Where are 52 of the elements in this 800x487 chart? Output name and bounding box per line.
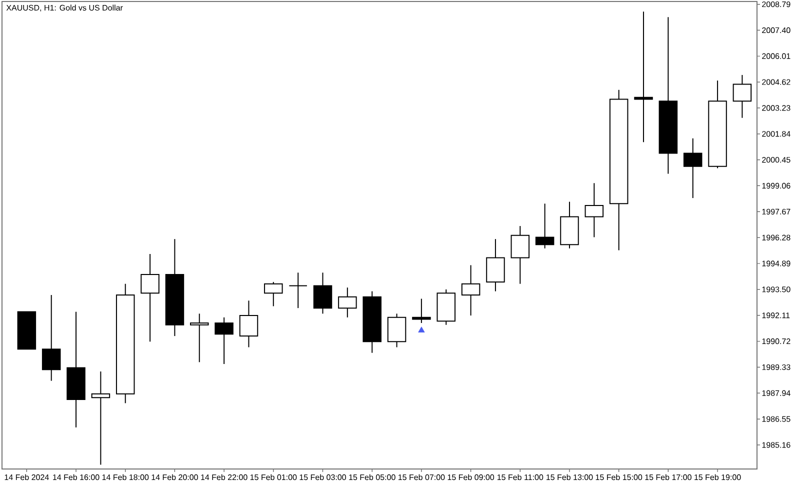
- x-tick-label: 14 Feb 22:00: [201, 474, 248, 480]
- candlestick: [683, 138, 702, 199]
- y-tick-label: 2006.01: [762, 53, 790, 59]
- x-tick-label: 15 Feb 17:00: [645, 474, 692, 480]
- y-tick-label: 1986.55: [762, 416, 790, 422]
- y-tick-label: 2000.45: [762, 156, 790, 163]
- chart-title: XAUUSD, H1: Gold vs US Dollar: [6, 4, 123, 12]
- x-tick-label: 15 Feb 05:00: [349, 474, 396, 480]
- y-tick-label: 2008.79: [762, 1, 790, 8]
- x-tick-label: 14 Feb 16:00: [53, 474, 100, 480]
- y-tick-label: 2004.62: [762, 79, 790, 85]
- candlestick: [264, 281, 283, 307]
- candlestick: [313, 272, 332, 314]
- x-tick-label: 15 Feb 09:00: [448, 474, 494, 480]
- candlestick: [91, 370, 110, 466]
- x-tick-label: 14 Feb 2024: [4, 474, 49, 480]
- candlestick: [42, 294, 61, 382]
- candlestick: [584, 182, 604, 238]
- x-tick-label: 15 Feb 03:00: [300, 474, 346, 480]
- candlestick: [732, 74, 752, 118]
- candlestick: [288, 272, 308, 309]
- x-tick-label: 15 Feb 13:00: [546, 474, 593, 480]
- y-tick-label: 1993.50: [762, 286, 790, 292]
- candlestick: [214, 316, 234, 365]
- y-tick-label: 1994.89: [762, 260, 790, 266]
- x-tick-label: 15 Feb 01:00: [250, 474, 297, 480]
- y-tick-label: 1985.16: [762, 442, 790, 448]
- candlestick: [461, 264, 480, 316]
- x-tick-label: 15 Feb 15:00: [596, 474, 642, 480]
- candlestick: [239, 300, 258, 348]
- x-tick-label: 15 Feb 11:00: [497, 474, 544, 480]
- candlestick: [412, 298, 431, 324]
- candlestick: [634, 11, 653, 143]
- x-tick-label: 14 Feb 18:00: [102, 474, 149, 480]
- candlestick: [140, 253, 160, 342]
- candlestick: [338, 287, 357, 318]
- x-tick-label: 15 Feb 19:00: [694, 474, 741, 480]
- y-tick-label: 2001.84: [762, 131, 790, 137]
- y-tick-label: 2003.23: [762, 105, 790, 111]
- x-tick-label: 14 Feb 20:00: [152, 474, 198, 480]
- y-tick-label: 1999.06: [762, 182, 790, 189]
- y-tick-label: 1992.11: [762, 312, 790, 318]
- y-tick-label: 2007.40: [762, 27, 790, 34]
- y-tick-label: 1990.72: [762, 338, 790, 344]
- candlestick: [190, 313, 209, 363]
- y-tick-label: 1996.28: [762, 234, 790, 240]
- y-tick-label: 1989.33: [762, 364, 790, 370]
- candlestick: [510, 226, 530, 284]
- x-tick-label: 15 Feb 07:00: [398, 474, 445, 480]
- candlestick: [535, 203, 554, 249]
- y-tick-label: 1987.94: [762, 390, 790, 396]
- y-tick-label: 1997.67: [762, 208, 790, 214]
